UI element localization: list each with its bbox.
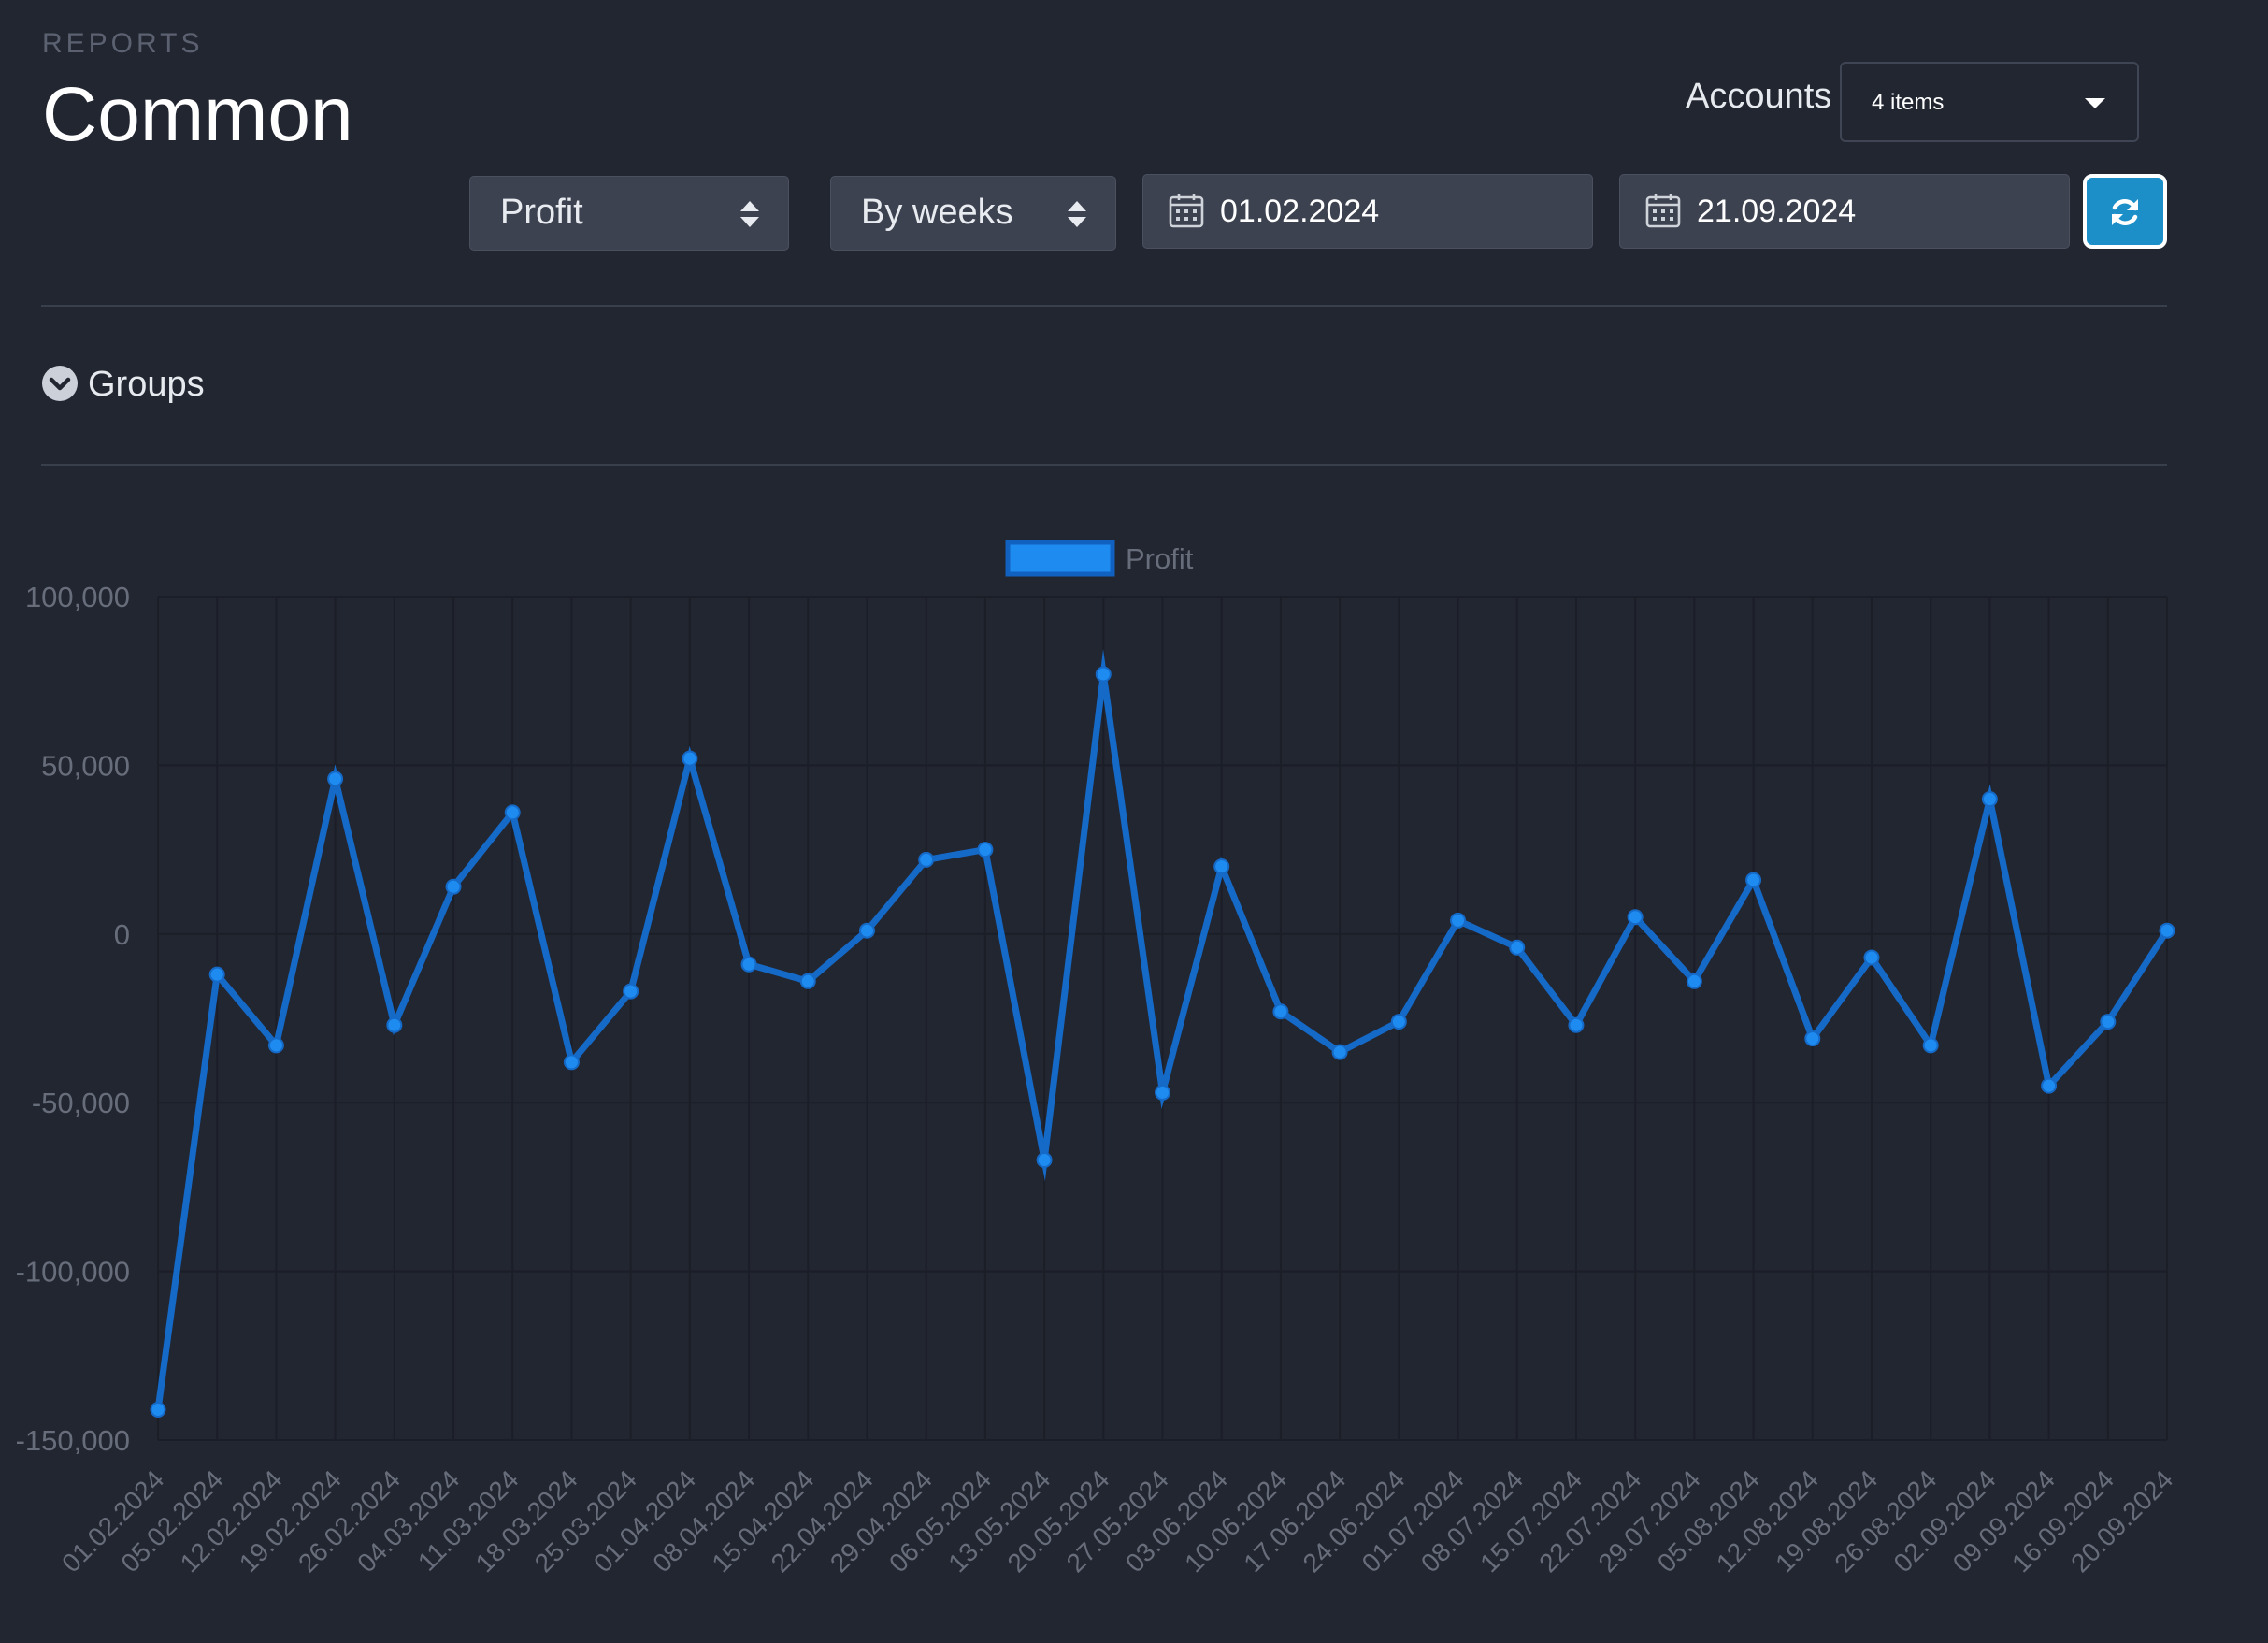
data-point bbox=[504, 804, 521, 821]
data-point bbox=[150, 1402, 166, 1419]
period-select[interactable]: By weeks bbox=[830, 176, 1116, 251]
data-point bbox=[1686, 973, 1702, 989]
legend-swatch bbox=[1005, 540, 1115, 577]
data-point bbox=[799, 973, 816, 989]
data-point bbox=[445, 878, 462, 895]
header-divider bbox=[41, 305, 2167, 307]
date-from-value: 01.02.2024 bbox=[1220, 194, 1380, 229]
date-from-input[interactable]: 01.02.2024 bbox=[1142, 174, 1593, 249]
data-point bbox=[327, 771, 344, 787]
data-point bbox=[1981, 790, 1998, 807]
data-point bbox=[1568, 1016, 1585, 1033]
data-point bbox=[563, 1054, 580, 1071]
data-point bbox=[1450, 912, 1467, 929]
legend-label: Profit bbox=[1126, 542, 1194, 575]
calendar-icon bbox=[1645, 194, 1681, 228]
data-point bbox=[1627, 909, 1644, 926]
page-title: Common bbox=[42, 72, 353, 157]
caret-down-icon bbox=[2085, 98, 2105, 108]
data-point bbox=[858, 922, 875, 939]
data-point bbox=[2100, 1014, 2117, 1030]
data-point bbox=[2041, 1077, 2058, 1094]
y-tick-label: -50,000 bbox=[32, 1087, 130, 1119]
data-point bbox=[267, 1037, 284, 1054]
y-tick-label: 0 bbox=[114, 918, 130, 951]
data-point bbox=[1095, 666, 1112, 683]
date-to-value: 21.09.2024 bbox=[1697, 194, 1857, 229]
groups-divider bbox=[41, 464, 2167, 466]
y-tick-label: 100,000 bbox=[25, 581, 130, 613]
sort-updown-icon bbox=[740, 201, 759, 227]
data-point bbox=[1390, 1014, 1407, 1030]
data-point bbox=[1331, 1044, 1348, 1060]
sort-updown-icon bbox=[1068, 201, 1086, 227]
data-point bbox=[1922, 1037, 1939, 1054]
data-point bbox=[977, 842, 994, 858]
data-point bbox=[623, 983, 639, 1000]
data-point bbox=[1745, 872, 1762, 888]
data-point bbox=[682, 750, 698, 767]
data-point bbox=[918, 851, 935, 868]
data-point bbox=[1213, 858, 1230, 875]
metric-select[interactable]: Profit bbox=[469, 176, 789, 251]
y-tick-label: 50,000 bbox=[41, 749, 130, 782]
data-point bbox=[1804, 1030, 1821, 1047]
profit-chart: 100,00050,0000-50,000-100,000-150,00001.… bbox=[16, 540, 2178, 1578]
calendar-icon bbox=[1169, 194, 1204, 228]
y-tick-label: -100,000 bbox=[16, 1256, 130, 1289]
data-point bbox=[1272, 1003, 1289, 1020]
refresh-button[interactable] bbox=[2083, 174, 2167, 249]
section-eyebrow: REPORTS bbox=[42, 28, 204, 59]
data-point bbox=[1863, 949, 1880, 966]
chevron-down-circle-icon bbox=[42, 366, 78, 401]
accounts-dropdown[interactable]: 4 items bbox=[1840, 62, 2139, 142]
data-point bbox=[208, 966, 225, 983]
data-point bbox=[1155, 1084, 1170, 1101]
data-point bbox=[740, 956, 757, 973]
data-point bbox=[1036, 1152, 1053, 1169]
data-point bbox=[2159, 922, 2175, 939]
accounts-dropdown-value: 4 items bbox=[1872, 90, 1945, 115]
y-tick-label: -150,000 bbox=[16, 1424, 130, 1457]
metric-select-value: Profit bbox=[500, 193, 583, 232]
accounts-label: Accounts bbox=[1686, 77, 1832, 116]
groups-label: Groups bbox=[88, 365, 205, 404]
refresh-icon bbox=[2112, 199, 2138, 225]
data-point bbox=[386, 1016, 403, 1033]
date-to-input[interactable]: 21.09.2024 bbox=[1619, 174, 2070, 249]
data-point bbox=[1509, 939, 1526, 956]
period-select-value: By weeks bbox=[861, 193, 1013, 232]
